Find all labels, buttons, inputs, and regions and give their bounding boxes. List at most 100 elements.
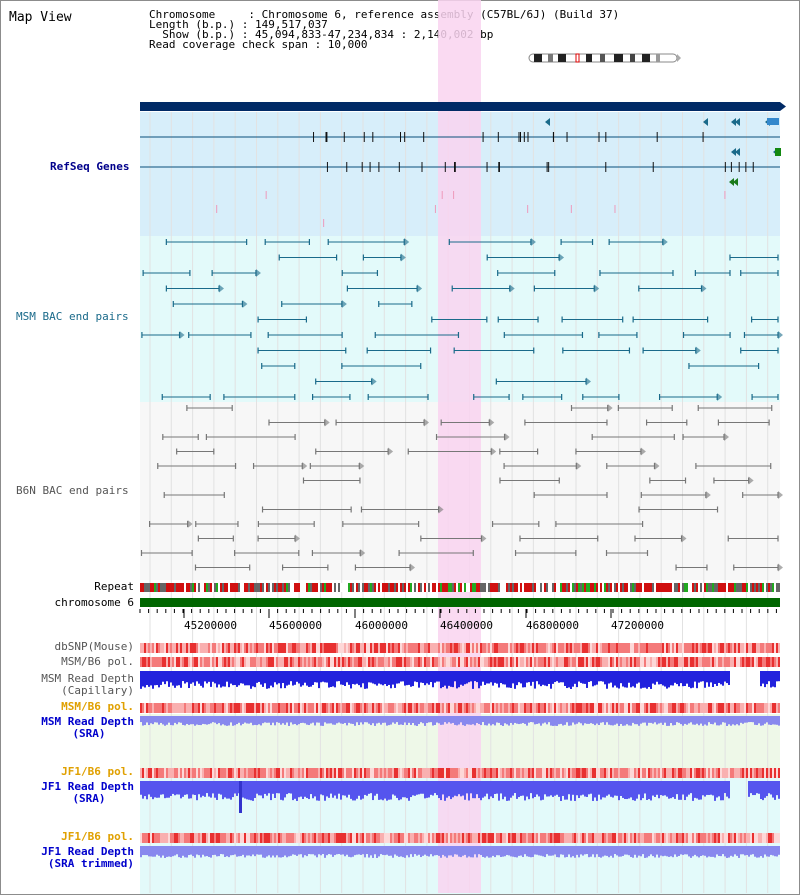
msm-pol-2-strip (492, 703, 494, 713)
jf1-pol-2-strip (262, 833, 264, 843)
msm-capillary-depth (492, 671, 494, 686)
jf1-pol-2-strip (560, 833, 562, 843)
jf1-trimmed-depth (356, 846, 358, 855)
jf1-pol-2-strip (202, 833, 204, 843)
jf1-trimmed-depth (464, 846, 466, 855)
dbsnp-strip (248, 643, 250, 653)
jf1-trimmed-depth (498, 846, 500, 856)
msm-pol-2-strip (346, 703, 348, 713)
dbsnp-strip (376, 643, 378, 653)
jf1-sra-depth (686, 781, 688, 797)
jf1-trimmed-depth (766, 846, 768, 857)
repeat-mark (174, 583, 176, 592)
jf1-sra-depth (442, 781, 444, 795)
repeat-mark (338, 583, 340, 592)
jf1-sra-depth (688, 781, 690, 795)
jf1-trimmed-depth (218, 846, 220, 857)
repeat-mark (342, 583, 344, 592)
msm-sra-depth (656, 716, 658, 725)
msm-capillary-depth (248, 671, 250, 686)
msm-sra-depth (158, 716, 160, 725)
dbsnp-strip (552, 643, 554, 653)
jf1-sra-depth (648, 781, 650, 800)
msm-sra-depth (530, 716, 532, 723)
jf1-trimmed-depth (270, 846, 272, 858)
jf1-pol-strip (358, 768, 360, 778)
msm-sra-depth (674, 716, 676, 726)
msm-capillary-depth (676, 671, 678, 685)
msm-pol-strip (682, 657, 684, 667)
jf1-pol-strip (588, 768, 590, 778)
dbsnp-strip (592, 643, 594, 653)
jf1-pol-strip (212, 768, 214, 778)
jf1-pol-strip (344, 768, 346, 778)
jf1-pol-strip (734, 768, 736, 778)
msm-sra-depth (352, 716, 354, 724)
jf1-trimmed-depth (754, 846, 756, 857)
jf1-trimmed-depth (408, 846, 410, 858)
msm-pol-2-strip (596, 703, 598, 713)
msm-pol-2-strip (368, 703, 370, 713)
jf1-sra-depth (284, 781, 286, 798)
jf1-sra-depth (372, 781, 374, 801)
msm-pol-strip (438, 657, 440, 667)
msm-pol-strip (350, 657, 352, 667)
jf1-sra-depth (292, 781, 294, 801)
jf1-pol-strip (352, 768, 354, 778)
repeat-mark (524, 583, 526, 592)
jf1-sra-depth (768, 781, 770, 794)
msm-capillary-depth (526, 671, 528, 683)
jf1-trimmed-depth (406, 846, 408, 856)
msm-bac-pair-arrow (559, 253, 565, 262)
msm-sra-depth (746, 716, 748, 723)
repeat-mark (462, 583, 464, 592)
jf1-sra-depth (500, 781, 502, 794)
msm-capillary-depth (618, 671, 620, 689)
jf1-pol-strip (442, 768, 444, 778)
msm-capillary-depth (318, 671, 320, 689)
jf1-trimmed-depth (680, 846, 682, 855)
jf1-pol-strip (260, 768, 262, 778)
b6n-bac-pair-arrow (504, 433, 510, 441)
dbsnp-strip (420, 643, 422, 653)
msm-capillary-depth (408, 671, 410, 685)
msm-pol-strip (296, 657, 298, 667)
msm-sra-depth (506, 716, 508, 725)
msm-sra-depth (638, 716, 640, 726)
dbsnp-strip (262, 643, 264, 653)
repeat-mark (274, 583, 276, 592)
jf1-trimmed-depth (678, 846, 680, 856)
dbsnp-strip (476, 643, 478, 653)
repeat-mark (254, 583, 256, 592)
jf1-sra-depth (244, 781, 246, 799)
msm-pol-strip (426, 657, 428, 667)
track-label-chromosome: chromosome 6 (54, 596, 134, 609)
msm-sra-depth (732, 716, 734, 725)
track-label-b6n-bac: B6N BAC end pairs (16, 484, 129, 497)
msm-pol-strip (720, 657, 722, 667)
msm-pol-strip (616, 657, 618, 667)
dbsnp-strip (150, 643, 152, 653)
jf1-trimmed-depth (326, 846, 328, 856)
msm-sra-depth (394, 716, 396, 724)
msm-capillary-depth (428, 671, 430, 685)
msm-capillary-depth (208, 671, 210, 682)
jf1-pol-2-strip (186, 833, 188, 843)
msm-capillary-depth (260, 671, 262, 685)
jf1-pol-strip (652, 768, 654, 778)
msm-pol-2-strip (396, 703, 398, 713)
repeat-mark (562, 583, 564, 592)
msm-sra-depth (490, 716, 492, 726)
msm-pol-2-strip (536, 703, 538, 713)
chromosome-ideogram[interactable] (528, 52, 683, 64)
jf1-pol-strip (750, 768, 752, 778)
repeat-mark (164, 583, 166, 592)
msm-sra-depth (512, 716, 514, 725)
msm-sra-depth (658, 716, 660, 724)
msm-sra-depth (748, 716, 750, 723)
jf1-pol-2-strip (434, 833, 436, 843)
jf1-pol-strip (694, 768, 696, 778)
gene-arrow (729, 178, 734, 186)
jf1-trimmed-depth (384, 846, 386, 856)
